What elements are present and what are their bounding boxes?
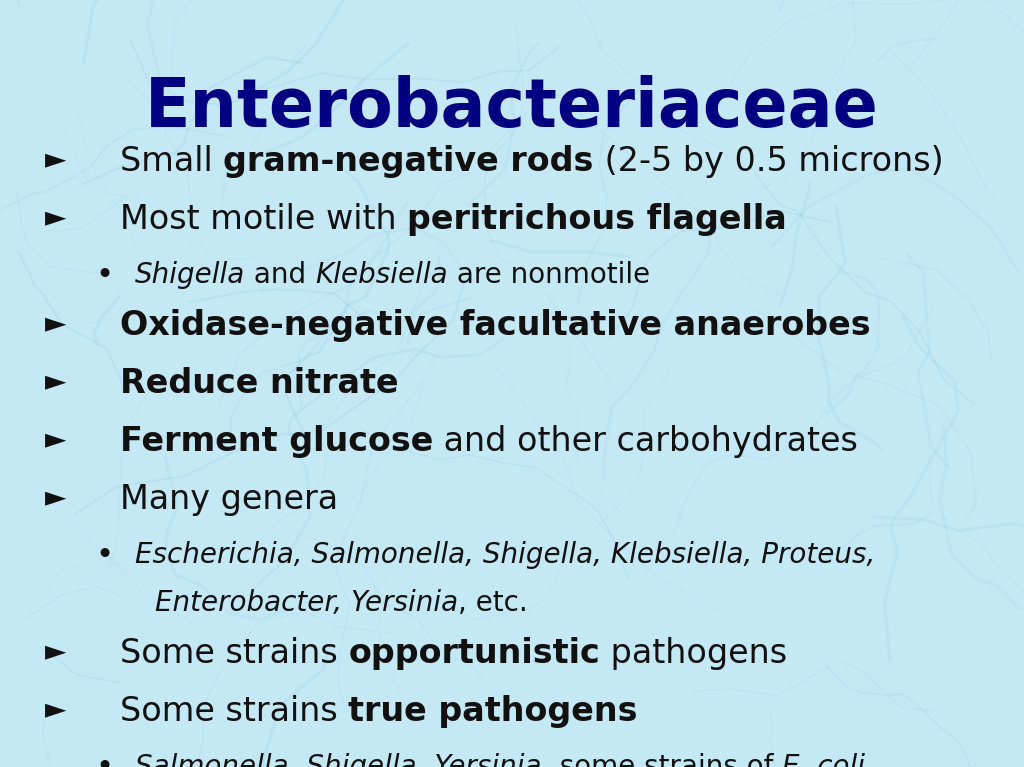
Text: true pathogens: true pathogens [348, 695, 638, 728]
Text: Most motile with: Most motile with [120, 203, 408, 236]
Text: peritrichous flagella: peritrichous flagella [408, 203, 787, 236]
Text: Shigella: Shigella [135, 261, 246, 289]
Text: Escherichia, Salmonella, Shigella, Klebsiella, Proteus,: Escherichia, Salmonella, Shigella, Klebs… [135, 541, 876, 569]
Text: •: • [95, 541, 113, 570]
Text: Ferment glucose: Ferment glucose [120, 425, 433, 458]
Text: are nonmotile: are nonmotile [447, 261, 650, 289]
Text: opportunistic: opportunistic [348, 637, 600, 670]
Text: ►: ► [45, 367, 67, 395]
Text: ►: ► [45, 425, 67, 453]
Text: Many genera: Many genera [120, 483, 338, 516]
Text: ►: ► [45, 203, 67, 231]
Text: and: and [246, 261, 315, 289]
Text: , some strains of: , some strains of [542, 753, 781, 767]
Text: Enterobacter, Yersinia: Enterobacter, Yersinia [155, 589, 458, 617]
Text: ►: ► [45, 637, 67, 665]
Text: pathogens: pathogens [600, 637, 787, 670]
Text: ►: ► [45, 483, 67, 511]
Text: , etc.: , etc. [458, 589, 528, 617]
Text: (2-5 by 0.5 microns): (2-5 by 0.5 microns) [594, 145, 943, 178]
Text: ►: ► [45, 145, 67, 173]
Text: ►: ► [45, 309, 67, 337]
Text: ►: ► [45, 695, 67, 723]
Text: Some strains: Some strains [120, 637, 348, 670]
Text: •: • [95, 753, 113, 767]
Text: Klebsiella: Klebsiella [315, 261, 447, 289]
Text: gram-negative rods: gram-negative rods [223, 145, 594, 178]
Text: Oxidase-negative facultative anaerobes: Oxidase-negative facultative anaerobes [120, 309, 870, 342]
Text: and other carbohydrates: and other carbohydrates [433, 425, 858, 458]
Text: E. coli: E. coli [781, 753, 864, 767]
Text: Reduce nitrate: Reduce nitrate [120, 367, 398, 400]
Text: •: • [95, 261, 113, 290]
Text: Small: Small [120, 145, 223, 178]
Text: Some strains: Some strains [120, 695, 348, 728]
Text: Enterobacteriaceae: Enterobacteriaceae [145, 75, 879, 141]
Text: Salmonella, Shigella, Yersinia: Salmonella, Shigella, Yersinia [135, 753, 542, 767]
